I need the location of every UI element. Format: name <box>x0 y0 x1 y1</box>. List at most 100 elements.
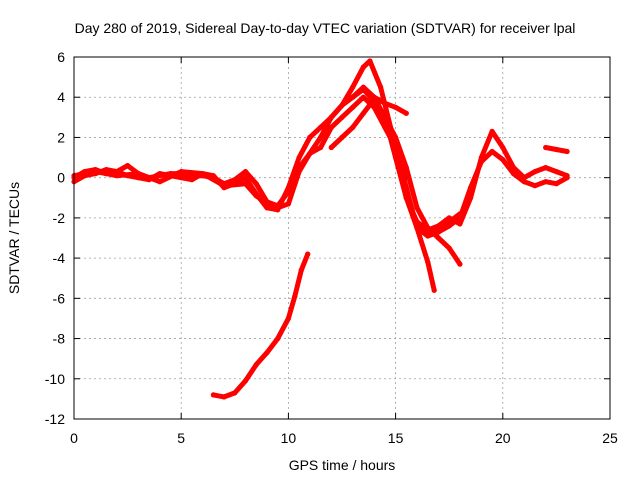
data-point <box>292 293 298 299</box>
chart-title: Day 280 of 2019, Sidereal Day-to-day VTE… <box>75 20 576 36</box>
data-point <box>360 84 366 90</box>
data-point <box>157 171 163 177</box>
data-point <box>221 183 227 189</box>
y-tick-label: 4 <box>57 89 65 105</box>
data-point <box>414 205 420 211</box>
data-point <box>350 94 356 100</box>
data-point <box>435 223 442 229</box>
data-point <box>298 267 304 273</box>
data-point <box>339 134 345 140</box>
data-point <box>553 181 560 187</box>
data-point <box>178 175 184 181</box>
data-point <box>446 215 452 221</box>
data-point <box>114 169 120 175</box>
data-point <box>478 159 484 165</box>
data-point <box>543 165 549 171</box>
data-point <box>382 100 388 106</box>
data-point <box>232 390 238 396</box>
data-point <box>328 114 334 120</box>
data-point <box>403 195 409 201</box>
data-point <box>553 146 560 153</box>
data-point <box>532 183 538 189</box>
grid-lines <box>74 57 610 419</box>
data-point <box>275 336 281 342</box>
data-point <box>457 221 463 227</box>
data-point <box>553 169 560 175</box>
data-point <box>446 223 452 229</box>
data-point <box>305 251 311 257</box>
x-tick-label: 0 <box>70 430 78 446</box>
series-arc-7 <box>371 94 409 116</box>
data-point <box>446 245 452 251</box>
data-point <box>253 181 259 187</box>
data-point <box>425 227 431 233</box>
data-point <box>414 225 420 231</box>
data-point <box>543 179 549 185</box>
data-point <box>564 148 570 155</box>
axis-ticks <box>73 56 611 420</box>
y-tick-label: 6 <box>57 49 65 65</box>
data-point <box>532 169 538 175</box>
data-point <box>296 155 302 161</box>
data-point <box>307 134 313 140</box>
data-point <box>468 185 474 191</box>
data-point <box>367 58 373 64</box>
x-tick-label: 10 <box>281 430 297 446</box>
data-point <box>543 144 549 151</box>
data-point <box>318 144 324 151</box>
data-point <box>360 64 366 70</box>
y-tick-label: -6 <box>53 290 66 306</box>
data-point <box>350 84 356 90</box>
y-tick-label: -10 <box>45 371 65 387</box>
data-point <box>328 124 334 130</box>
data-point <box>200 171 206 177</box>
data-point <box>242 175 249 181</box>
plot-frame <box>73 56 611 420</box>
data-point <box>457 215 463 221</box>
x-tick-label: 5 <box>177 430 185 446</box>
data-point <box>253 362 259 368</box>
data-point <box>318 124 324 130</box>
y-tick-label: 0 <box>57 170 65 186</box>
data-point <box>125 163 131 169</box>
data-point <box>425 259 431 265</box>
series-arc-9 <box>210 251 311 400</box>
data-point <box>242 181 249 187</box>
x-tick-labels: 0 5 10 15 20 25 <box>70 430 618 446</box>
data-point <box>489 148 495 155</box>
x-tick-label: 15 <box>388 430 404 446</box>
data-point <box>264 350 270 356</box>
data-point <box>403 165 409 171</box>
series-arc-1 <box>71 94 409 209</box>
data-point <box>339 102 345 108</box>
data-point <box>221 394 227 400</box>
data-point <box>178 169 184 175</box>
data-point <box>382 114 388 120</box>
data-point <box>489 128 495 134</box>
data-point <box>500 157 506 163</box>
data-point <box>285 185 291 191</box>
data-point <box>371 94 377 100</box>
data-point <box>360 110 366 116</box>
data-point <box>339 114 345 120</box>
data-point <box>360 94 366 100</box>
data-point <box>307 150 313 157</box>
data-point <box>435 235 442 241</box>
data-point <box>564 175 570 181</box>
data-point <box>378 84 384 90</box>
y-tick-label: -12 <box>45 411 65 427</box>
data-point <box>510 171 517 177</box>
data-point <box>285 315 291 321</box>
data-point <box>135 171 141 177</box>
data-point <box>403 110 409 116</box>
data-series <box>71 58 570 400</box>
x-tick-label: 25 <box>602 430 618 446</box>
data-point <box>350 124 356 130</box>
data-point <box>500 144 506 151</box>
data-point <box>318 134 324 140</box>
data-point <box>435 229 442 235</box>
data-point <box>393 155 399 161</box>
y-axis-label: SDTVAR / TECUs <box>6 182 22 294</box>
data-point <box>296 169 302 175</box>
